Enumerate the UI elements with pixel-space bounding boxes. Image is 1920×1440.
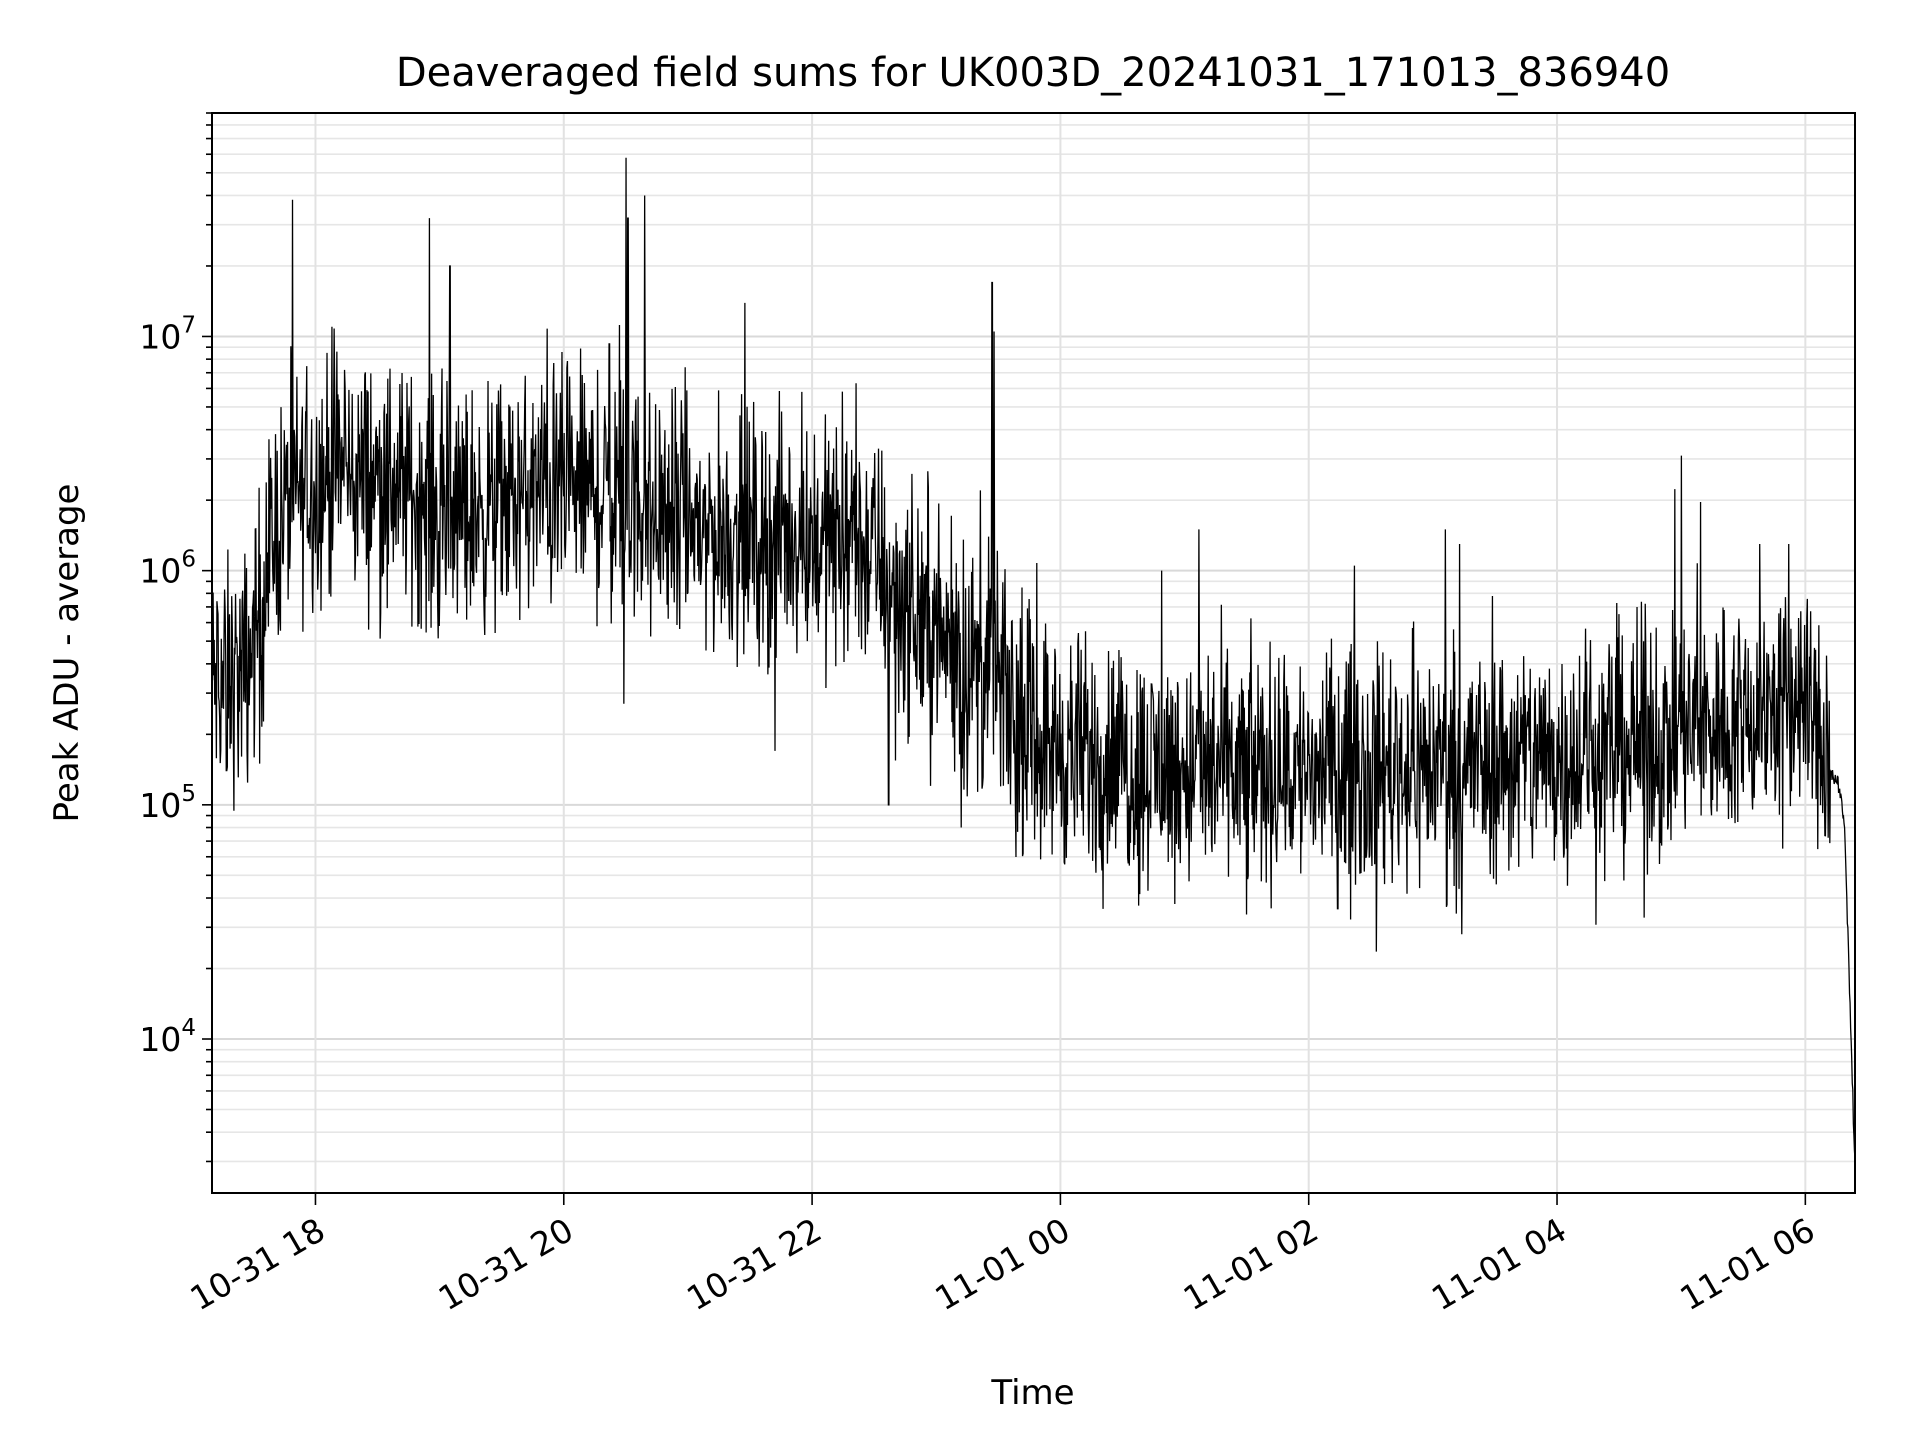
x-axis-label: Time (990, 1373, 1074, 1413)
y-tick-label: 104 (139, 1015, 196, 1059)
y-axis-label: Peak ADU - average (47, 484, 87, 823)
series-line (211, 157, 1856, 1160)
y-tick-label: 107 (139, 312, 196, 356)
grid (212, 112, 1855, 1193)
y-tick-label: 106 (139, 547, 196, 591)
y-tick-label: 105 (139, 781, 196, 825)
series-layer (211, 157, 1856, 1160)
y-axis: 104 105 106 107 (139, 112, 212, 1163)
plot-frame (211, 112, 1856, 1194)
chart-title: Deaveraged field sums for UK003D_2024103… (396, 50, 1670, 96)
